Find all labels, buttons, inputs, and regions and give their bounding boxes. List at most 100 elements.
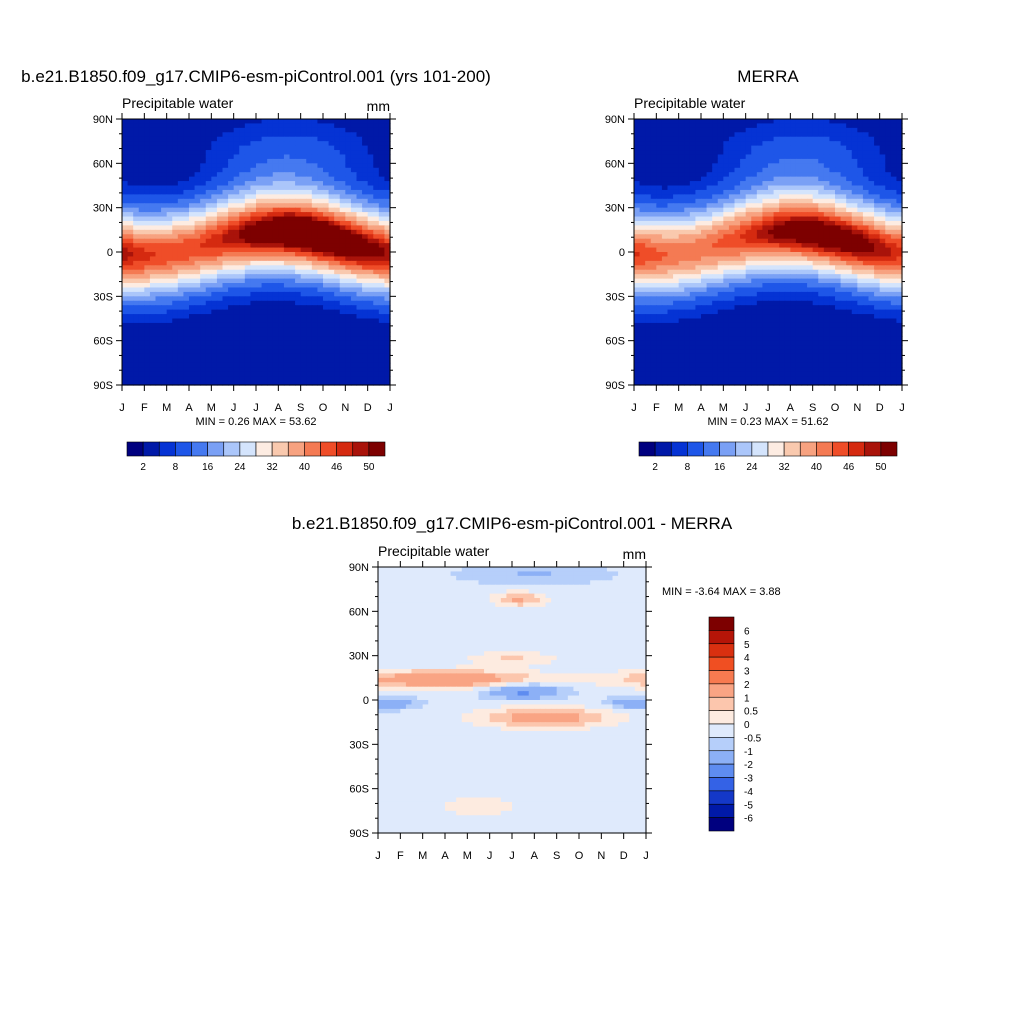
heatmap-cell [166,167,173,173]
heatmap-cell [712,256,719,262]
heatmap-cell [317,340,324,346]
heatmap-cell [734,274,741,280]
heatmap-cell [250,119,257,125]
heatmap-cell [712,163,719,169]
heatmap-cell [645,260,652,266]
heatmap-cell [267,318,274,324]
heatmap-cell [323,314,330,320]
heatmap-cell [328,283,335,289]
heatmap-cell [261,141,268,147]
heatmap-cell [233,269,240,275]
heatmap-cell [306,358,313,364]
heatmap-cell [862,127,870,133]
heatmap-cell [846,123,853,129]
heatmap-cell [328,145,335,151]
heatmap-cell [261,243,268,249]
heatmap-cell [756,119,764,125]
heatmap-cell [177,314,185,320]
heatmap-cell [840,287,847,293]
heatmap-cell [149,371,157,377]
heatmap-cell [200,154,207,160]
heatmap-cell [323,353,330,359]
heatmap-cell [756,141,764,147]
heatmap-cell [133,181,140,187]
heatmap-cell [818,207,825,213]
heatmap-cell [177,269,185,275]
heatmap-cell [295,247,302,253]
heatmap-cell [166,362,173,368]
heatmap-cell [779,229,786,235]
heatmap-cell [801,150,808,156]
heatmap-cell [144,181,151,187]
heatmap-cell [144,189,151,195]
heatmap-cell [667,238,674,244]
heatmap-cell [228,229,235,235]
heatmap-cell [857,278,864,284]
heatmap-cell [829,172,836,178]
heatmap-cell [177,247,185,253]
heatmap-cell [166,238,173,244]
heatmap-cell [712,141,719,147]
heatmap-cell [840,167,847,173]
heatmap-cell [801,238,808,244]
heatmap-cell [874,274,881,280]
heatmap-cell [127,247,134,253]
heatmap-cell [818,256,825,262]
heatmap-cell [695,265,702,271]
heatmap-cell [656,194,663,200]
heatmap-cell [728,243,736,249]
heatmap-cell [200,150,207,156]
heatmap-cell [222,331,229,337]
heatmap-cell [289,353,296,359]
heatmap-cell [790,123,797,129]
heatmap-cell [751,291,758,297]
heatmap-cell [339,349,346,355]
heatmap-cell [378,220,386,226]
heatmap-cell [200,349,207,355]
heatmap-cell [345,154,352,160]
heatmap-cell [194,145,201,151]
heatmap-cell [723,287,730,293]
heatmap-cell [177,318,185,324]
heatmap-cell [818,172,825,178]
heatmap-cell [656,247,663,253]
heatmap-cell [239,212,246,218]
heatmap-cell [272,234,279,240]
heatmap-cell [689,238,697,244]
heatmap-cell [300,212,307,218]
heatmap-cell [650,172,657,178]
heatmap-cell [250,336,257,342]
heatmap-cell [823,225,831,231]
heatmap-cell [155,300,162,306]
heatmap-cell [350,220,358,226]
heatmap-cell [283,229,291,235]
heatmap-cell [701,203,708,209]
heatmap-cell [155,260,162,266]
heatmap-cell [890,207,898,213]
heatmap-cell [200,331,207,337]
heatmap-cell [228,376,235,382]
heatmap-cell [216,154,224,160]
heatmap-cell [728,229,736,235]
heatmap-cell [762,158,769,164]
heatmap-cell [233,287,240,293]
heatmap-cell [367,207,374,213]
heatmap-cell [885,127,892,133]
heatmap-cell [350,119,358,125]
heatmap-cell [639,203,646,209]
heatmap-cell [267,123,274,129]
heatmap-cell [345,322,352,328]
heatmap-cell [295,198,302,204]
heatmap-cell [667,167,674,173]
heatmap-cell [172,300,179,306]
heatmap-cell [272,207,279,213]
heatmap-cell [133,269,140,275]
heatmap-cell [807,247,814,253]
heatmap-cell [684,163,691,169]
heatmap-cell [862,243,870,249]
heatmap-cell [300,185,307,191]
heatmap-cell [133,358,140,364]
heatmap-cell [267,260,274,266]
heatmap-cell [311,367,319,373]
heatmap-cell [717,256,724,262]
